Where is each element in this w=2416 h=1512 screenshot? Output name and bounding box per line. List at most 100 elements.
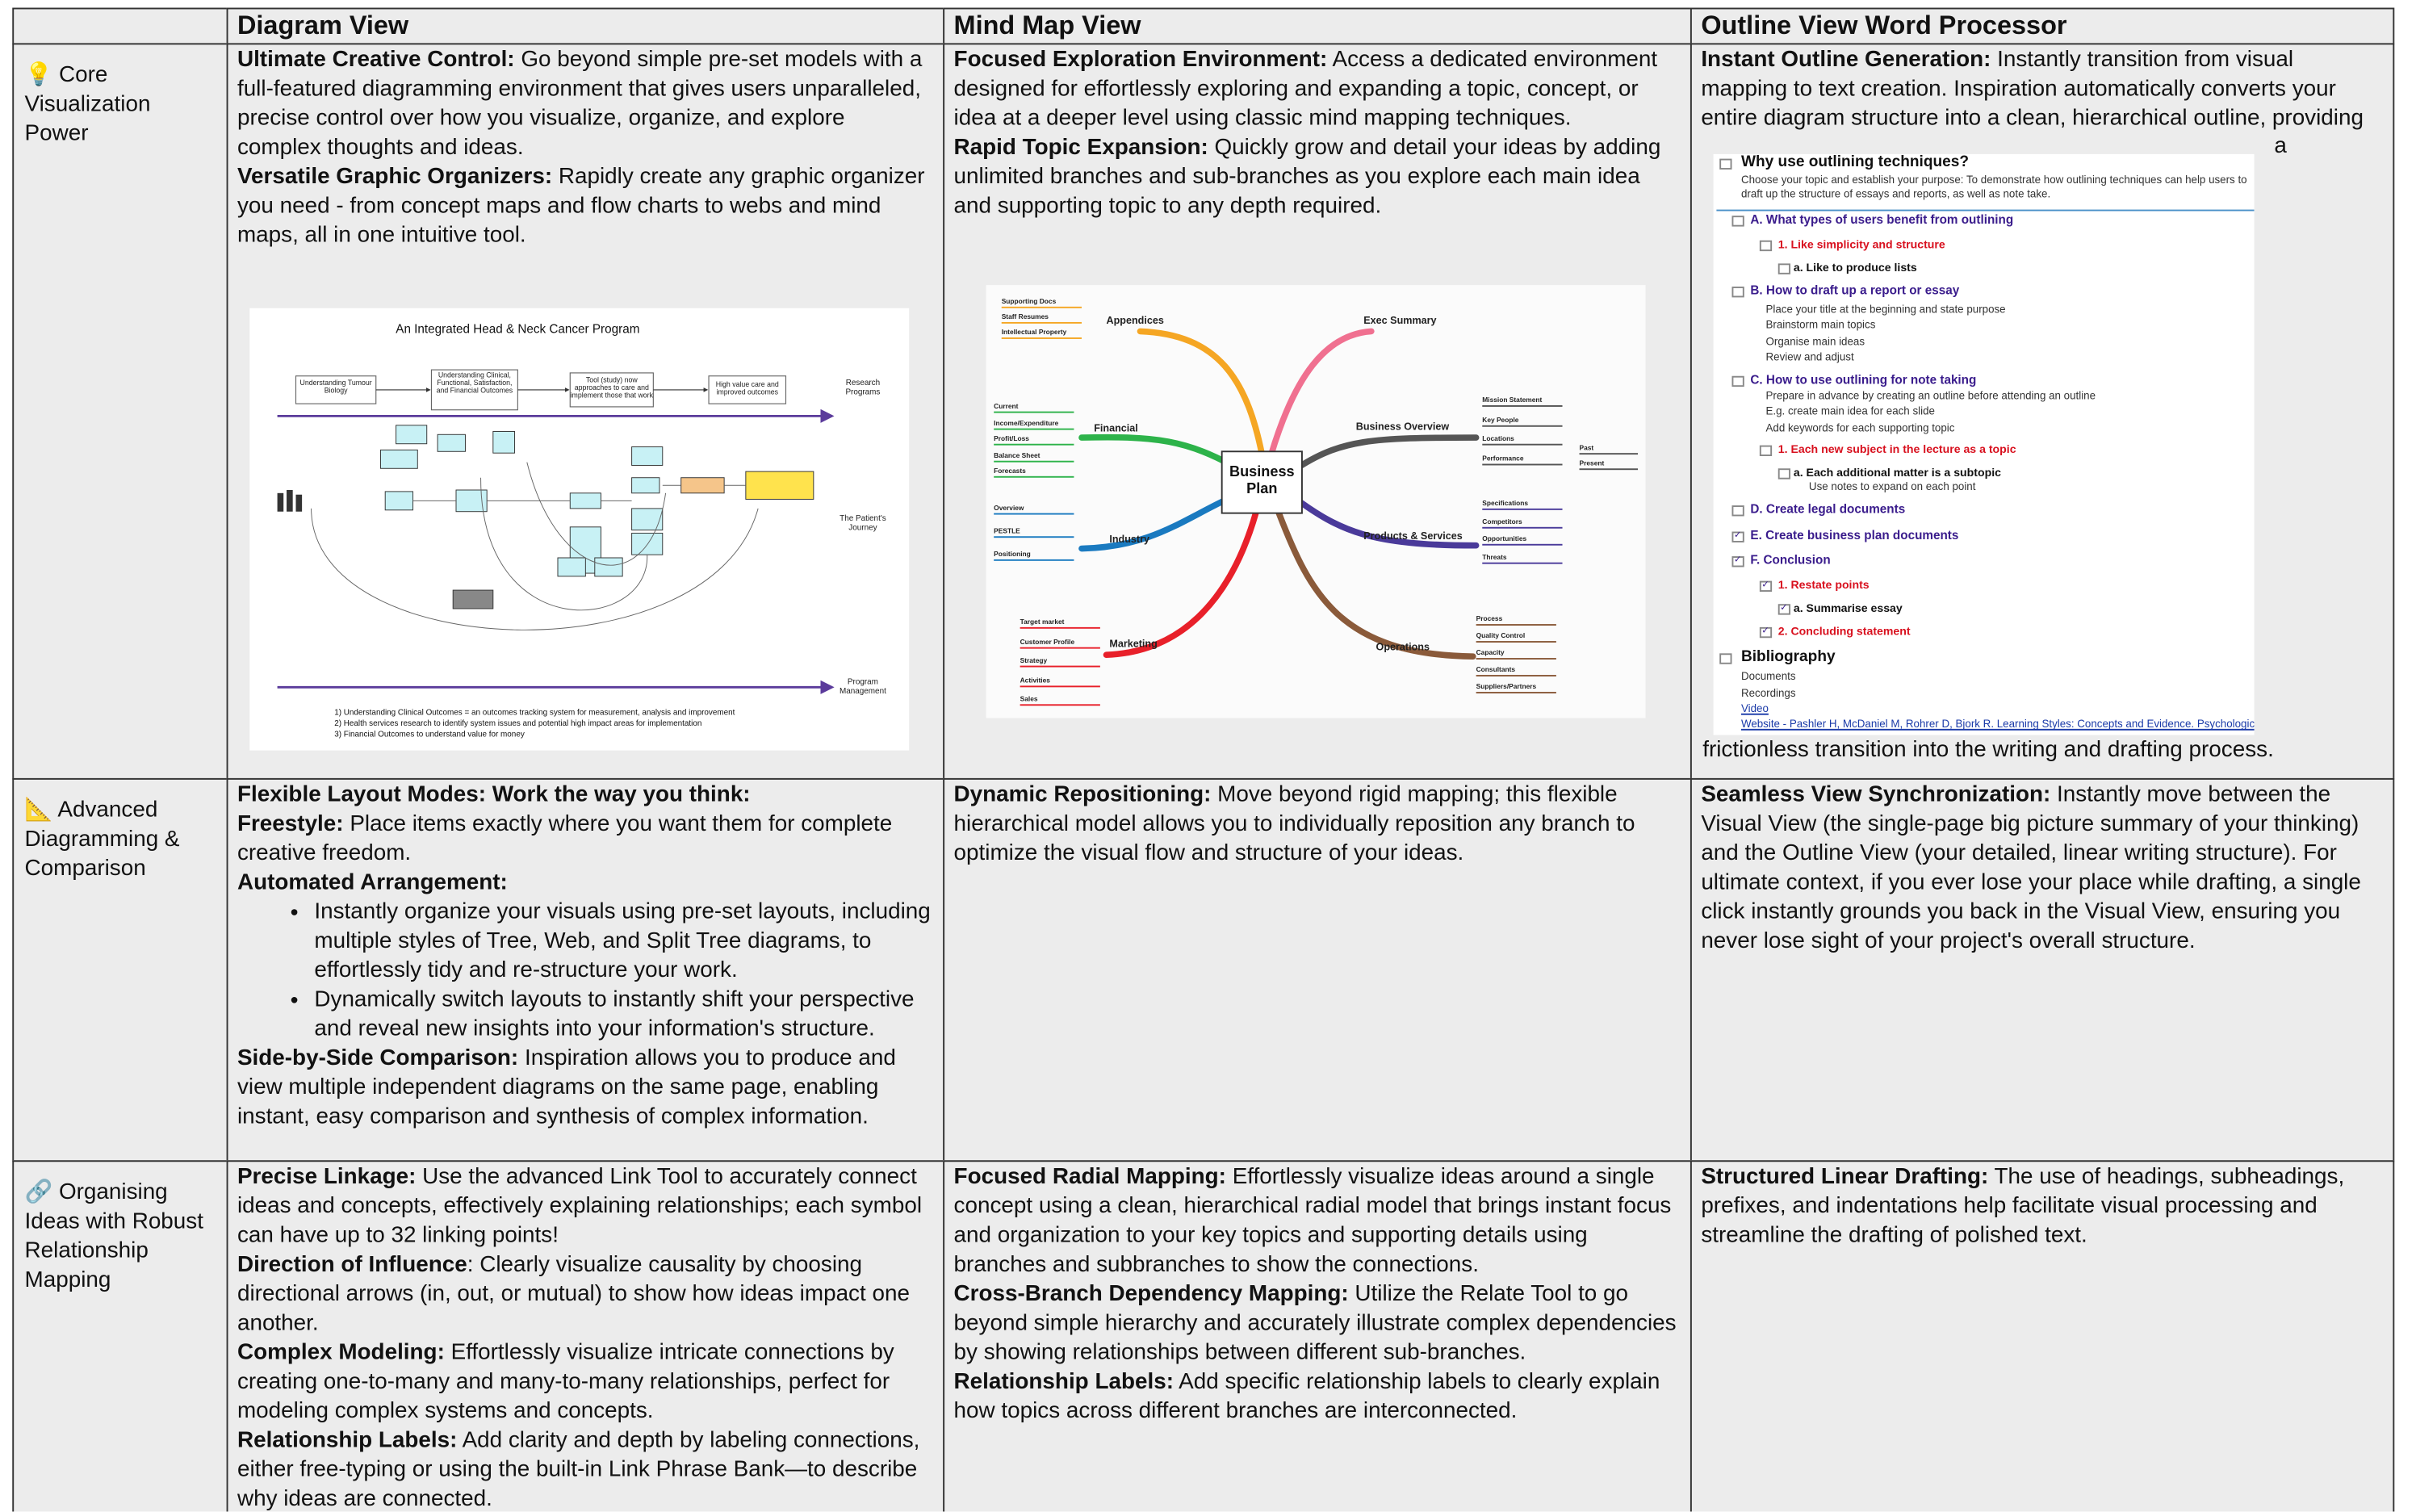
paragraph: Direction of Influence: Clearly visualiz… <box>237 1251 934 1339</box>
paragraph-text: Rapidly create any graphic organizer you… <box>237 165 925 249</box>
paragraph-lead: Instant Outline Generation: <box>1701 48 1991 73</box>
paragraph-text: Inspiration allows you to produce and vi… <box>237 1046 896 1130</box>
outline-item: F. Conclusion <box>1750 553 1831 568</box>
paragraph: Cross-Branch Dependency Mapping: Utilize… <box>954 1280 1681 1368</box>
paragraph: Precise Linkage: Use the advanced Link T… <box>237 1163 934 1251</box>
paragraph-text: Quickly grow and detail your ideas by ad… <box>953 135 1661 220</box>
paragraph-lead: Focused Radial Mapping: <box>953 1165 1226 1190</box>
topic: Balance Sheet <box>994 450 1074 462</box>
outline-item: Use notes to expand on each point <box>1808 482 1976 493</box>
outline-item: a. Each additional matter is a subtopic <box>1793 465 2001 480</box>
table-cell: Flexible Layout Modes: Work the way you … <box>226 777 945 1162</box>
outline-item: A. What types of users benefit from outl… <box>1750 212 2014 227</box>
paragraph-text: Effortlessly visualize intricate connect… <box>237 1340 894 1424</box>
topic: Intellectual Property <box>1001 329 1082 339</box>
row-label: 🔗 Organising Ideas with Robust Relations… <box>24 1180 203 1293</box>
wrap-word: a <box>2274 134 2287 159</box>
outline-item: E. Create business plan documents <box>1750 528 1959 542</box>
checkbox: ✓ <box>1759 580 1772 592</box>
topic: Competitors <box>1482 517 1563 528</box>
continuation: frictionless transition into the writing… <box>1702 738 2274 763</box>
outline-figure: Why use outlining techniques? Choose your… <box>1713 153 2255 735</box>
paragraph-lead: Dynamic Repositioning: <box>953 782 1212 808</box>
checkbox <box>1777 262 1790 274</box>
outline-item: 1. Like simplicity and structure <box>1777 237 1945 252</box>
outline-item: a. Like to produce lists <box>1793 260 1917 274</box>
side-label: The Patient's Journey <box>840 514 886 534</box>
topic: Customer Profile <box>1020 637 1100 648</box>
paragraph: Rapid Topic Expansion: Quickly grow and … <box>954 134 1681 222</box>
column-header: Mind Map View <box>953 10 1141 40</box>
outline-item: Choose your topic and establish your pur… <box>1740 175 2247 200</box>
outline-item: Add keywords for each supporting topic <box>1765 423 1955 435</box>
paragraph-text: : Clearly visualize causality by choosin… <box>237 1252 910 1336</box>
outline-item: 2. Concluding statement <box>1777 624 1911 639</box>
box-label: Understanding Tumour Biology <box>299 379 372 396</box>
paragraph-text: Utilize the Relate Tool to go beyond sim… <box>953 1282 1677 1366</box>
header-cell <box>12 7 228 45</box>
bullet: Dynamically switch layouts to instantly … <box>314 986 933 1045</box>
paragraph-lead: Ultimate Creative Control: <box>237 48 515 73</box>
paragraph: Automated Arrangement:Instantly organize… <box>237 869 934 1045</box>
paragraph: Instant Outline Generation: Instantly tr… <box>1701 46 2384 134</box>
paragraph-text: Add clarity and depth by labeling connec… <box>237 1428 920 1512</box>
outline-item: Why use outlining techniques? <box>1740 153 1970 171</box>
paragraph-lead: Flexible Layout Modes: Work the way you … <box>237 782 751 808</box>
topic: Key People <box>1482 415 1563 426</box>
mind-map-figure: Business Plan Appendices Supporting Docs St… <box>986 285 1646 718</box>
outline-item: Bibliography <box>1740 648 1836 666</box>
checkbox: ✓ <box>1731 530 1744 542</box>
topic-detail: Present <box>1579 459 1639 471</box>
topic: Positioning <box>994 550 1074 561</box>
checkbox: ✓ <box>1731 555 1744 568</box>
checkbox <box>1731 286 1744 298</box>
topic: Capacity <box>1476 649 1556 660</box>
note: 1) Understanding Clinical Outcomes = an … <box>334 709 735 718</box>
box-label: Tool (study) now approaches to care and … <box>570 375 653 400</box>
table-cell: Focused Radial Mapping: Effortlessly vis… <box>943 1160 1692 1512</box>
paragraph: Relationship Labels: Add clarity and dep… <box>237 1427 934 1512</box>
topic: Target market <box>1020 618 1100 629</box>
mind-map-branches <box>1078 328 1480 660</box>
checkbox <box>1719 157 1731 170</box>
paragraph-lead: Rapid Topic Expansion: <box>953 135 1208 161</box>
row-label: 📐 Advanced Diagramming & Comparison <box>24 798 180 882</box>
side-label: Program Management <box>840 677 886 697</box>
outline-item: Prepare in advance by creating an outlin… <box>1765 391 2096 403</box>
topic: Process <box>1476 615 1556 626</box>
paragraph: Focused Exploration Environment: Access … <box>954 46 1681 134</box>
outline-item: D. Create legal documents <box>1750 502 1906 517</box>
paragraph-text: Use the advanced Link Tool to accurately… <box>237 1165 923 1249</box>
box-label: High value care and improved outcomes <box>715 380 779 396</box>
branch-label: Exec Summary <box>1363 316 1437 327</box>
table-cell: Structured Linear Drafting: The use of h… <box>1690 1160 2395 1512</box>
paragraph-text: Place items exactly where you want them … <box>237 811 893 866</box>
topic: Mission Statement <box>1482 396 1563 407</box>
note: 3) Financial Outcomes to understand valu… <box>334 730 525 740</box>
topic: Specifications <box>1482 499 1563 510</box>
header-cell: Diagram View <box>226 7 945 45</box>
paragraph-text: Access a dedicated environment designed … <box>953 48 1658 132</box>
paragraph: Ultimate Creative Control: Go beyond sim… <box>237 46 934 163</box>
topic: Profit/Loss <box>994 434 1074 446</box>
paragraph-lead: Relationship Labels: <box>237 1428 458 1453</box>
center-topic: Business Plan <box>1229 463 1295 498</box>
checkbox <box>1731 375 1744 387</box>
branch-label: Business Overview <box>1355 422 1450 433</box>
topic: Opportunities <box>1482 534 1563 546</box>
checkbox <box>1759 239 1772 252</box>
outline-item: 1. Restate points <box>1777 577 1870 592</box>
checkbox <box>1759 444 1772 457</box>
topic: Overview <box>994 504 1074 515</box>
paragraph: Side-by-Side Comparison: Inspiration all… <box>237 1045 934 1133</box>
paragraph: Versatile Graphic Organizers: Rapidly cr… <box>237 163 934 251</box>
paragraph-lead: Relationship Labels: <box>953 1369 1174 1395</box>
paragraph-lead: Seamless View Synchronization: <box>1701 782 2051 808</box>
column-header: Outline View Word Processor <box>1701 10 2067 40</box>
topic: Strategy <box>1020 656 1100 668</box>
branch-label: Appendices <box>1106 316 1164 327</box>
topic: Performance <box>1482 454 1563 465</box>
branch-label: Financial <box>1094 423 1138 435</box>
paragraph-lead: Automated Arrangement: <box>237 870 508 896</box>
paragraph-lead: Structured Linear Drafting: <box>1701 1165 1989 1190</box>
